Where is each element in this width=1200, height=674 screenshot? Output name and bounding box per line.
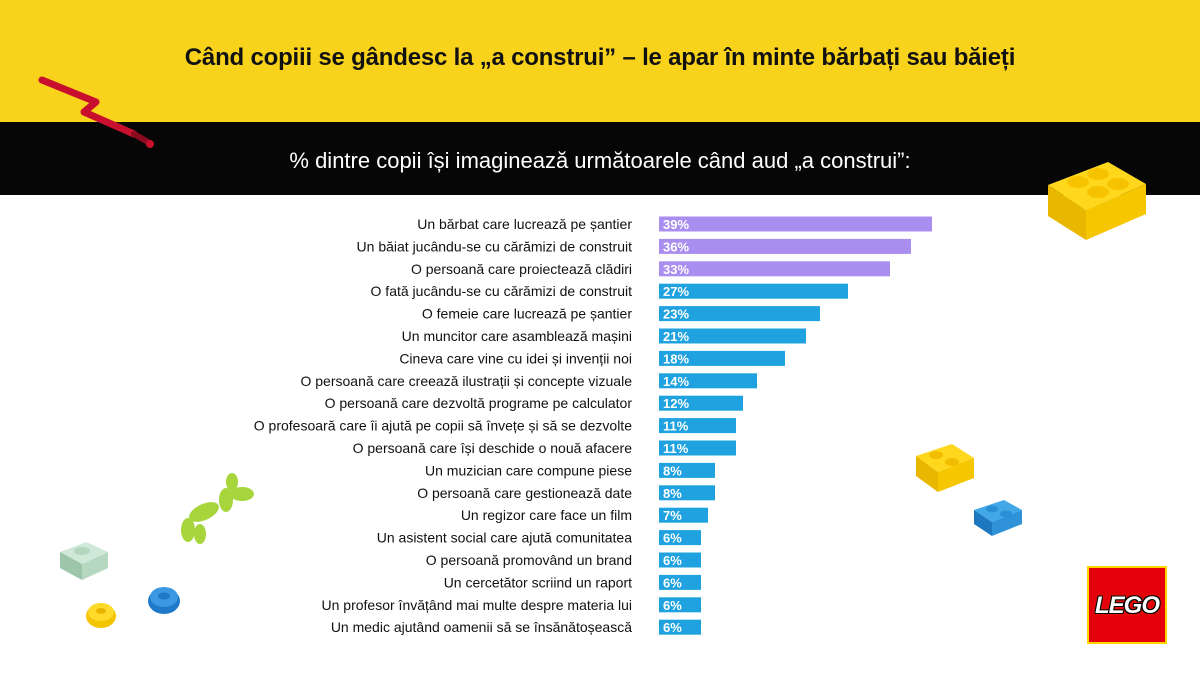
blue-brick-icon <box>974 500 1022 536</box>
category-label: Un medic ajutând oamenii să se însănătoș… <box>331 619 632 635</box>
page-title: Când copiii se gândesc la „a construi” –… <box>184 44 1016 71</box>
category-label: O persoană care își deschide o nouă afac… <box>353 440 633 456</box>
bar <box>659 507 708 523</box>
blue-round-brick-icon <box>148 587 180 614</box>
value-label: 6% <box>663 531 682 546</box>
category-label: Un băiat jucându-se cu cărămizi de const… <box>357 238 633 254</box>
category-label: O persoană care gestionează date <box>417 485 632 501</box>
bar <box>659 238 911 254</box>
value-label: 11% <box>663 419 689 434</box>
category-label: Un asistent social care ajută comunitate… <box>377 530 632 546</box>
value-label: 6% <box>663 620 682 635</box>
category-label: O persoană care dezvoltă programe pe cal… <box>325 395 633 411</box>
category-label: O femeie care lucrează pe șantier <box>422 306 632 322</box>
category-label: Un muncitor care asamblează mașini <box>402 328 632 344</box>
category-label: O persoană promovând un brand <box>426 552 632 568</box>
lego-logo-text: LEGO <box>1094 592 1160 619</box>
chart-subtitle: % dintre copii își imaginează următoarel… <box>289 148 911 173</box>
bar <box>659 216 932 232</box>
bar <box>659 485 715 501</box>
bar <box>659 462 715 478</box>
bar <box>659 619 701 635</box>
green-brick-icon <box>60 542 108 580</box>
value-label: 8% <box>663 486 682 501</box>
category-label: Cineva care vine cu idei și invenții noi <box>399 350 632 366</box>
balloon-dog-icon <box>181 473 254 544</box>
value-label: 6% <box>663 553 682 568</box>
value-label: 36% <box>663 239 689 254</box>
category-label: O profesoară care îi ajută pe copii să î… <box>254 418 632 434</box>
bar <box>659 440 736 456</box>
value-label: 6% <box>663 575 682 590</box>
category-label: O persoană care creează ilustrații și co… <box>300 373 632 389</box>
bar <box>659 283 848 299</box>
bar <box>659 530 701 546</box>
value-label: 12% <box>663 396 689 411</box>
bar <box>659 597 701 613</box>
value-label: 18% <box>663 351 689 366</box>
lightning-bolt-icon <box>38 76 154 148</box>
header-band <box>0 0 1200 122</box>
category-label: Un muzician care compune piese <box>425 462 632 478</box>
category-label: Un cercetător scriind un raport <box>444 574 632 590</box>
yellow-brick-large-icon <box>1048 162 1146 240</box>
bar <box>659 574 701 590</box>
value-label: 8% <box>663 463 682 478</box>
value-label: 11% <box>663 441 689 456</box>
value-label: 21% <box>663 329 689 344</box>
bar <box>659 373 757 389</box>
category-label: O persoană care proiectează clădiri <box>411 261 632 277</box>
value-label: 14% <box>663 374 689 389</box>
category-label: Un regizor care face un film <box>461 507 632 523</box>
bar <box>659 328 806 344</box>
category-label: Un profesor învățând mai multe despre ma… <box>322 597 632 613</box>
value-label: 27% <box>663 284 689 299</box>
value-label: 39% <box>663 217 689 232</box>
bar <box>659 552 701 568</box>
yellow-brick-small-icon <box>916 444 974 492</box>
value-label: 6% <box>663 598 682 613</box>
yellow-round-brick-icon <box>86 603 116 628</box>
bar-chart: Un bărbat care lucrează pe șantier 39% Un … <box>254 216 932 635</box>
category-label: Un bărbat care lucrează pe șantier <box>417 216 632 232</box>
bar <box>659 418 736 434</box>
bar <box>659 350 785 366</box>
category-label: O fată jucându-se cu cărămizi de constru… <box>371 283 633 299</box>
bar <box>659 261 890 277</box>
value-label: 7% <box>663 508 682 523</box>
subtitle-band <box>0 122 1200 195</box>
lego-logo: LEGO <box>1087 566 1167 644</box>
value-label: 23% <box>663 307 689 322</box>
value-label: 33% <box>663 262 689 277</box>
bar <box>659 306 820 322</box>
bar <box>659 395 743 411</box>
